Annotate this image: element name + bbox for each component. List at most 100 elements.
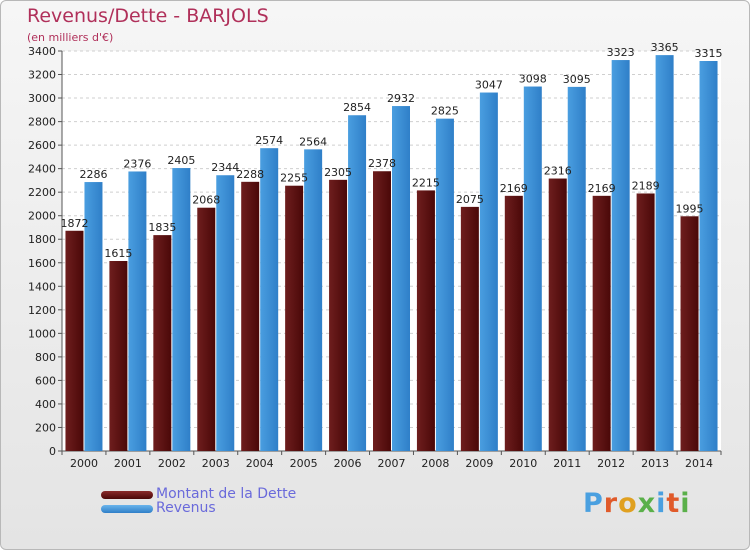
data-label-revenue: 3098 bbox=[519, 73, 547, 86]
data-label-debt: 2316 bbox=[544, 165, 572, 178]
logo-letter: o bbox=[618, 488, 638, 519]
bar-debt bbox=[636, 193, 655, 451]
legend-label-revenue: Revenus bbox=[156, 500, 216, 516]
data-label-revenue: 2574 bbox=[255, 134, 283, 147]
data-label-debt: 2169 bbox=[500, 182, 528, 195]
data-label-revenue: 3365 bbox=[651, 41, 679, 54]
legend-swatch-debt bbox=[101, 491, 153, 499]
x-tick-label: 2006 bbox=[334, 457, 362, 470]
data-label-debt: 2305 bbox=[324, 166, 352, 179]
bar-debt bbox=[285, 185, 304, 452]
bar-debt bbox=[241, 181, 260, 451]
data-label-revenue: 2344 bbox=[211, 161, 239, 174]
bar-debt bbox=[416, 190, 435, 452]
logo-letter: x bbox=[637, 488, 657, 519]
data-label-debt: 2255 bbox=[280, 172, 308, 185]
bar-revenue bbox=[567, 86, 586, 451]
y-tick-label: 0 bbox=[49, 445, 56, 458]
y-tick-label: 2600 bbox=[28, 139, 56, 152]
data-label-revenue: 2376 bbox=[123, 157, 151, 170]
bar-revenue bbox=[348, 115, 367, 451]
data-label-revenue: 3047 bbox=[475, 79, 503, 92]
data-label-revenue: 2854 bbox=[343, 101, 371, 114]
data-label-revenue: 3315 bbox=[695, 47, 723, 60]
data-label-revenue: 2286 bbox=[79, 168, 107, 181]
y-tick-label: 600 bbox=[35, 374, 56, 387]
bar-revenue bbox=[479, 92, 498, 451]
data-label-debt: 2075 bbox=[456, 193, 484, 206]
bar-debt bbox=[65, 230, 84, 451]
x-tick-label: 2012 bbox=[597, 457, 625, 470]
y-tick-label: 1400 bbox=[28, 280, 56, 293]
logo-letter: P bbox=[583, 488, 604, 519]
x-tick-label: 2003 bbox=[202, 457, 230, 470]
bar-debt bbox=[460, 206, 479, 451]
bar-revenue bbox=[216, 175, 235, 451]
legend-swatch-revenue bbox=[101, 505, 153, 513]
bar-debt bbox=[153, 235, 172, 451]
x-tick-label: 2004 bbox=[246, 457, 274, 470]
bar-revenue bbox=[172, 168, 191, 451]
bar-revenue bbox=[128, 171, 147, 451]
data-label-revenue: 3095 bbox=[563, 73, 591, 86]
bar-revenue bbox=[523, 86, 542, 451]
chart-title: Revenus/Dette - BARJOLS bbox=[27, 5, 269, 27]
y-tick-label: 3200 bbox=[28, 69, 56, 82]
data-label-debt: 1835 bbox=[148, 221, 176, 234]
data-label-debt: 1615 bbox=[104, 247, 132, 260]
legend-label-debt: Montant de la Dette bbox=[156, 486, 297, 502]
logo-letter: i bbox=[680, 488, 691, 519]
data-label-debt: 2189 bbox=[632, 179, 660, 192]
x-tick-label: 2009 bbox=[465, 457, 493, 470]
data-label-revenue: 2564 bbox=[299, 135, 327, 148]
bar-debt bbox=[373, 171, 391, 451]
y-tick-label: 2400 bbox=[28, 163, 56, 176]
data-label-revenue: 2825 bbox=[431, 105, 459, 118]
data-label-debt: 2169 bbox=[588, 182, 616, 195]
data-label-revenue: 2405 bbox=[167, 154, 195, 167]
x-tick-label: 2011 bbox=[553, 457, 581, 470]
y-tick-label: 1200 bbox=[28, 304, 56, 317]
x-tick-label: 2000 bbox=[70, 457, 98, 470]
data-label-debt: 2215 bbox=[412, 176, 440, 189]
bar-debt bbox=[109, 261, 128, 451]
y-tick-label: 3400 bbox=[28, 45, 56, 58]
y-tick-label: 400 bbox=[35, 398, 56, 411]
bar-debt bbox=[592, 195, 611, 451]
y-tick-label: 200 bbox=[35, 421, 56, 434]
y-tick-label: 2200 bbox=[28, 186, 56, 199]
bar-revenue bbox=[392, 106, 410, 451]
x-tick-label: 2007 bbox=[378, 457, 406, 470]
bar-revenue bbox=[655, 55, 674, 451]
bar-revenue bbox=[611, 60, 630, 451]
x-tick-label: 2010 bbox=[509, 457, 537, 470]
logo-letter: i bbox=[656, 488, 667, 519]
plot-area bbox=[62, 51, 721, 451]
bar-debt bbox=[680, 216, 699, 451]
data-label-debt: 1995 bbox=[676, 202, 704, 215]
y-tick-label: 800 bbox=[35, 351, 56, 364]
bar-revenue bbox=[260, 148, 279, 452]
bar-debt bbox=[504, 195, 523, 451]
logo-letter: t bbox=[666, 488, 681, 519]
data-label-debt: 2068 bbox=[192, 194, 220, 207]
data-label-revenue: 2932 bbox=[387, 92, 415, 105]
bar-revenue bbox=[84, 182, 103, 451]
x-tick-label: 2014 bbox=[685, 457, 713, 470]
bar-revenue bbox=[304, 149, 323, 451]
y-tick-label: 1600 bbox=[28, 257, 56, 270]
bar-revenue bbox=[435, 118, 454, 451]
proxiti-logo: Proxiti bbox=[583, 488, 691, 519]
data-label-debt: 1872 bbox=[60, 217, 88, 230]
data-label-debt: 2288 bbox=[236, 168, 264, 181]
bar-revenue bbox=[699, 61, 718, 451]
y-tick-label: 3000 bbox=[28, 92, 56, 105]
y-tick-label: 1000 bbox=[28, 327, 56, 340]
bar-debt bbox=[329, 179, 348, 451]
data-label-debt: 2378 bbox=[368, 157, 396, 170]
bar-debt bbox=[548, 178, 567, 451]
y-tick-label: 2000 bbox=[28, 210, 56, 223]
logo-letter: r bbox=[603, 488, 619, 519]
